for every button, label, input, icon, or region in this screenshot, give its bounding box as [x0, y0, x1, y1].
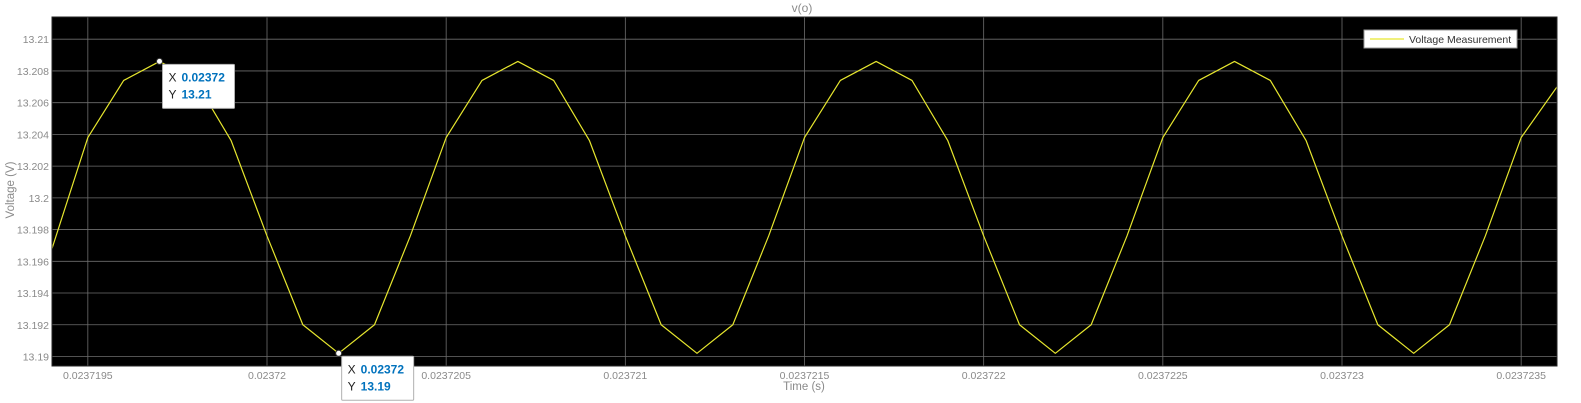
x-tick-labels: 0.0237195 0.02372 0.0237205 0.023721 0.02372… — [63, 370, 1546, 382]
x-tick-label: 0.02372 — [248, 370, 286, 382]
datatip-box — [341, 355, 415, 401]
x-tick-label: 0.023722 — [962, 370, 1006, 382]
datatip-box — [162, 63, 235, 109]
datatips: X 0.02372 Y 13.21 X 0.02372 Y 13.19 — [156, 57, 415, 401]
x-tick-label: 0.0237235 — [1496, 370, 1546, 382]
datatip-x-key: X — [169, 70, 177, 84]
datatip[interactable]: X 0.02372 Y 13.21 — [156, 57, 235, 109]
datatip[interactable]: X 0.02372 Y 13.19 — [335, 349, 415, 401]
legend[interactable]: Voltage Measurement — [1363, 29, 1518, 49]
datatip-x-value: 0.02372 — [182, 70, 226, 84]
datatip-x-key: X — [348, 362, 356, 376]
y-tick-label: 13.198 — [17, 225, 49, 237]
datatip-y-key: Y — [169, 87, 177, 101]
y-tick-label: 13.206 — [17, 98, 49, 110]
legend-box — [1363, 29, 1518, 49]
datatip-y-key: Y — [348, 379, 356, 393]
datatip-marker[interactable] — [156, 57, 163, 65]
y-tick-label: 13.2 — [29, 193, 50, 205]
datatip-y-value: 13.21 — [182, 87, 212, 101]
x-axis-label: Time (s) — [783, 381, 825, 393]
datatip-marker[interactable] — [335, 349, 343, 357]
y-tick-label: 13.208 — [17, 66, 49, 78]
x-tick-label: 0.0237195 — [63, 370, 113, 382]
series-line-voltage-measurement[interactable] — [52, 60, 1557, 354]
x-tick-label: 0.0237205 — [421, 370, 471, 382]
chart-title: v(o) — [792, 1, 813, 15]
plot-border — [51, 16, 1558, 367]
x-tick-label: 0.0237215 — [780, 370, 830, 382]
y-tick-label: 13.204 — [17, 129, 49, 141]
x-tick-label: 0.023721 — [603, 370, 647, 382]
datatip-x-value: 0.02372 — [361, 362, 405, 376]
y-tick-label: 13.192 — [17, 320, 49, 332]
legend-label: Voltage Measurement — [1409, 34, 1511, 46]
y-tick-label: 13.19 — [23, 351, 49, 363]
y-tick-labels: 13.19 13.192 13.194 13.196 13.198 13.2 13.202 1… — [17, 34, 49, 363]
y-axis-label: Voltage (V) — [5, 161, 17, 218]
x-tick-label: 0.023723 — [1320, 370, 1364, 382]
y-tick-label: 13.202 — [17, 161, 49, 173]
series-layer — [52, 60, 1557, 354]
y-tick-label: 13.21 — [23, 34, 49, 46]
y-tick-label: 13.194 — [17, 288, 49, 300]
y-tick-label: 13.196 — [17, 256, 49, 268]
grid — [52, 17, 1557, 366]
datatip-y-value: 13.19 — [361, 379, 391, 393]
x-tick-label: 0.0237225 — [1138, 370, 1188, 382]
